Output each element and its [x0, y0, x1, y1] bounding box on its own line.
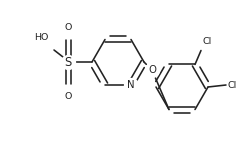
Text: Cl: Cl	[203, 37, 212, 46]
Text: S: S	[64, 56, 72, 68]
Text: O: O	[64, 23, 72, 32]
Text: HO: HO	[34, 33, 48, 42]
Text: N: N	[127, 80, 135, 89]
Text: O: O	[148, 65, 156, 75]
Text: Cl: Cl	[228, 81, 237, 89]
Text: O: O	[64, 92, 72, 101]
